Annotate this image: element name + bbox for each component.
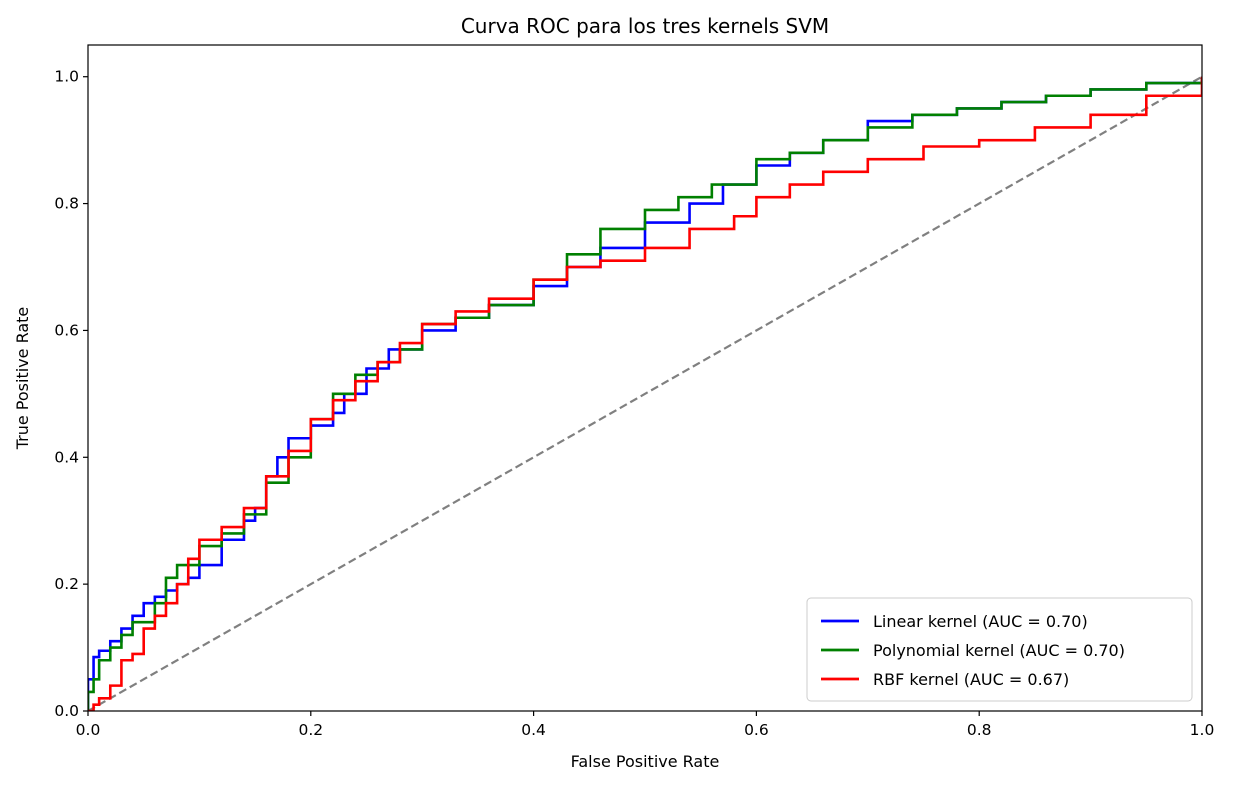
y-tick-label-4: 0.8 <box>54 195 79 213</box>
legend-label-1: Polynomial kernel (AUC = 0.70) <box>873 641 1125 660</box>
x-tick-label-5: 1.0 <box>1190 721 1215 739</box>
legend-label-0: Linear kernel (AUC = 0.70) <box>873 612 1088 631</box>
y-axis-label: True Positive Rate <box>13 307 32 451</box>
y-tick-label-2: 0.4 <box>54 448 79 466</box>
legend-label-2: RBF kernel (AUC = 0.67) <box>873 670 1069 689</box>
x-axis-label: False Positive Rate <box>571 752 720 771</box>
y-tick-label-5: 1.0 <box>54 68 79 86</box>
chart-title: Curva ROC para los tres kernels SVM <box>461 14 829 38</box>
x-tick-label-0: 0.0 <box>76 721 101 739</box>
reference-diagonal-line <box>88 75 1202 711</box>
legend-box <box>806 597 1193 702</box>
y-tick-label-3: 0.6 <box>54 321 79 339</box>
x-tick-label-2: 0.4 <box>521 721 546 739</box>
x-tick-label-4: 0.8 <box>967 721 992 739</box>
y-tick-label-1: 0.2 <box>54 575 79 593</box>
axes: 0.0 0.2 0.4 0.6 0.8 1.0 0.0 0.2 0.4 0.6 0.8 1.0 <box>54 44 1215 739</box>
legend: Linear kernel (AUC = 0.70) Polynomial ker… <box>806 597 1193 702</box>
axes-frame <box>87 44 1203 712</box>
x-tick-label-1: 0.2 <box>298 721 323 739</box>
y-tick-label-0: 0.0 <box>54 702 79 720</box>
plot-area <box>88 75 1202 711</box>
series-line-2 <box>88 76 1202 711</box>
x-tick-label-3: 0.6 <box>744 721 769 739</box>
